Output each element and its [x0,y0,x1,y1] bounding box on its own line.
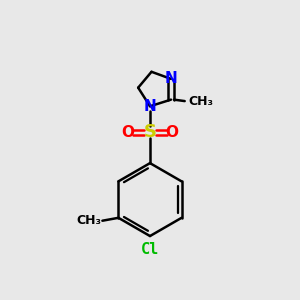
Text: Cl: Cl [141,242,159,257]
Text: O: O [165,125,178,140]
Text: N: N [165,71,177,86]
Text: CH₃: CH₃ [76,214,101,227]
Text: O: O [122,125,135,140]
Text: CH₃: CH₃ [188,94,214,108]
Text: N: N [144,99,156,114]
Text: S: S [143,124,157,142]
